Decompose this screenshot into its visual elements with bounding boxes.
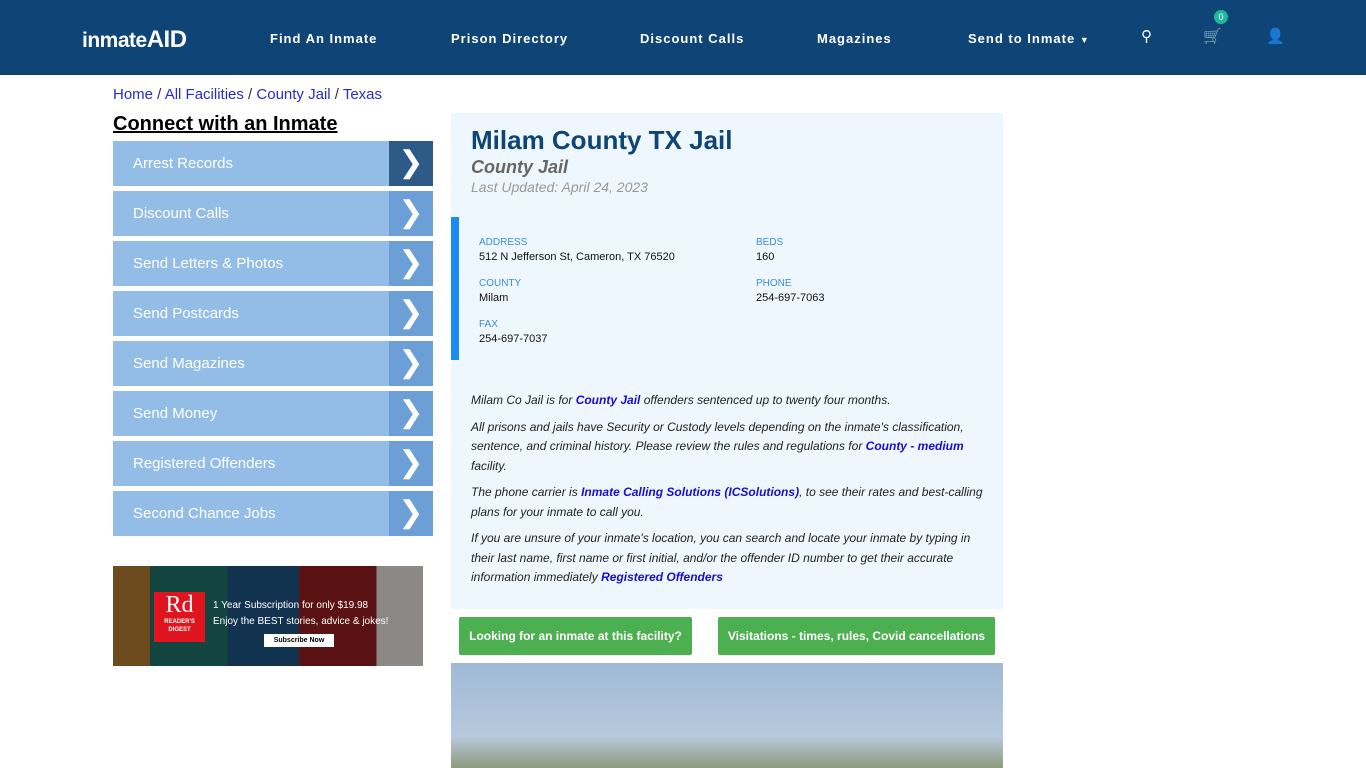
sidebar-item-send-magazines[interactable]: Send Magazines ❯ [113, 341, 433, 386]
beds-label: BEDS [756, 237, 784, 248]
sidebar-item-label: Arrest Records [133, 155, 234, 172]
facility-photo [451, 663, 1003, 768]
find-inmate-button[interactable]: Looking for an inmate at this facility? [459, 617, 692, 655]
sidebar-title: Connect with an Inmate [113, 113, 338, 135]
facility-panel: Milam County TX Jail County Jail Last Up… [451, 113, 1003, 609]
sidebar-item-label: Send Letters & Photos [133, 255, 284, 272]
facility-info: ADDRESS 512 N Jefferson St, Cameron, TX … [451, 217, 1003, 360]
cart-badge: 0 [1214, 10, 1228, 24]
visitations-button[interactable]: Visitations - times, rules, Covid cancel… [718, 617, 995, 655]
chevron-right-icon: ❯ [389, 241, 433, 286]
header: inmateAID Find An Inmate Prison Director… [0, 0, 1366, 75]
sidebar-item-label: Send Magazines [133, 355, 245, 372]
caret-down-icon: ▼ [1079, 35, 1090, 45]
county-value: Milam [479, 292, 509, 304]
crumb-all-facilities[interactable]: All Facilities [164, 86, 244, 103]
chevron-right-icon: ❯ [389, 141, 433, 186]
phone-value: 254-697-7063 [756, 292, 825, 304]
facility-name: Milam County TX Jail [471, 125, 733, 155]
chevron-right-icon: ❯ [389, 191, 433, 236]
fax-value: 254-697-7037 [479, 333, 548, 345]
sidebar-item-label: Send Money [133, 405, 218, 422]
sidebar-item-second-chance-jobs[interactable]: Second Chance Jobs ❯ [113, 491, 433, 536]
logo-text: Rd [165, 592, 194, 618]
last-updated: Last Updated: April 24, 2023 [471, 179, 648, 195]
facility-type: County Jail [471, 157, 569, 177]
sidebar: Arrest Records ❯ Discount Calls ❯ Send Let… [113, 141, 433, 541]
phone-label: PHONE [756, 278, 792, 289]
county-jail-link[interactable]: County Jail [575, 393, 641, 407]
text: offenders sentenced up to twenty four mo… [640, 393, 891, 407]
chevron-right-icon: ❯ [389, 441, 433, 486]
sidebar-item-send-money[interactable]: Send Money ❯ [113, 391, 433, 436]
crumb-texas[interactable]: Texas [342, 86, 383, 103]
sidebar-item-label: Send Postcards [133, 305, 239, 322]
sidebar-item-label: Discount Calls [133, 205, 229, 222]
address-value: 512 N Jefferson St, Cameron, TX 76520 [479, 251, 675, 263]
crumb-county-jail[interactable]: County Jail [256, 86, 331, 103]
facility-description: Milam Co Jail is for County Jail offende… [471, 391, 983, 595]
desc-paragraph: All prisons and jails have Security or C… [471, 418, 983, 477]
readers-digest-logo: Rd READER'S DIGEST [154, 592, 205, 642]
chevron-right-icon: ❯ [389, 391, 433, 436]
subscribe-now-button[interactable]: Subscribe Now [264, 634, 334, 647]
sidebar-item-arrest-records[interactable]: Arrest Records ❯ [113, 141, 433, 186]
logo-subtext: READER'S DIGEST [164, 619, 195, 633]
icsolutions-link[interactable]: Inmate Calling Solutions (ICSolutions) [581, 485, 800, 499]
county-medium-link[interactable]: County - medium [865, 439, 964, 453]
fax-label: FAX [479, 319, 498, 330]
county-label: COUNTY [479, 278, 522, 289]
ad-line-2: Enjoy the BEST stories, advice & jokes! [213, 616, 389, 627]
desc-paragraph: The phone carrier is Inmate Calling Solu… [471, 483, 983, 522]
sidebar-item-discount-calls[interactable]: Discount Calls ❯ [113, 191, 433, 236]
breadcrumb: Home / All Facilities / County Jail / Te… [113, 86, 383, 103]
text: facility. [471, 458, 507, 473]
nav-label: Send to Inmate [968, 31, 1076, 46]
registered-offenders-link[interactable]: Registered Offenders [601, 570, 723, 584]
crumb-home[interactable]: Home [113, 86, 154, 103]
text: All prisons and jails have Security or C… [471, 419, 964, 454]
chevron-right-icon: ❯ [389, 491, 433, 536]
nav-magazines[interactable]: Magazines [817, 31, 892, 46]
text: , to see their rates and best-calling pl… [471, 485, 983, 519]
user-icon[interactable]: 👤 [1266, 28, 1285, 45]
chevron-right-icon: ❯ [389, 341, 433, 386]
desc-paragraph: Milam Co Jail is for County Jail offende… [471, 391, 983, 411]
text: If you are unsure of your inmate's locat… [471, 531, 971, 584]
sidebar-item-send-letters[interactable]: Send Letters & Photos ❯ [113, 241, 433, 286]
address-label: ADDRESS [479, 237, 528, 248]
nav-find-inmate[interactable]: Find An Inmate [270, 31, 378, 46]
sidebar-item-label: Second Chance Jobs [133, 505, 276, 522]
nav-prison-directory[interactable]: Prison Directory [451, 31, 569, 46]
nav-send-to-inmate[interactable]: Send to Inmate ▼ [968, 31, 1090, 46]
chevron-right-icon: ❯ [389, 291, 433, 336]
text: Milam Co Jail is for [471, 393, 576, 407]
readers-digest-ad[interactable]: Rd READER'S DIGEST 1 Year Subscription fo… [113, 566, 423, 666]
beds-value: 160 [756, 251, 775, 263]
ad-line-1: 1 Year Subscription for only $19.98 [213, 600, 369, 611]
text: The phone carrier is [471, 485, 582, 499]
cart-icon[interactable]: 🛒 [1203, 28, 1222, 45]
sidebar-item-send-postcards[interactable]: Send Postcards ❯ [113, 291, 433, 336]
search-icon[interactable]: ⚲ [1141, 28, 1152, 45]
sidebar-item-label: Registered Offenders [133, 455, 276, 472]
sidebar-item-registered-offenders[interactable]: Registered Offenders ❯ [113, 441, 433, 486]
nav-discount-calls[interactable]: Discount Calls [640, 31, 745, 46]
logo[interactable]: inmateAID [82, 26, 187, 53]
desc-paragraph: If you are unsure of your inmate's locat… [471, 529, 983, 588]
